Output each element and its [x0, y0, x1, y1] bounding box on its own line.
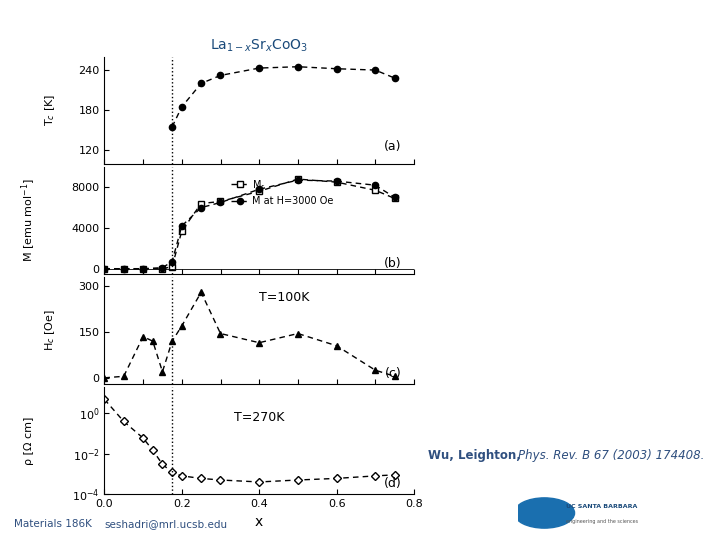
Line: M$_r$: M$_r$ [101, 176, 398, 272]
M at H=3000 Oe [371, 182, 379, 188]
M$_r$ [168, 264, 176, 270]
M at H=3000 Oe [158, 265, 167, 271]
M at H=3000 Oe [168, 258, 176, 265]
Text: H$_c$ [Oe]: H$_c$ [Oe] [43, 309, 58, 352]
M$_r$ [177, 228, 186, 234]
Text: (c): (c) [385, 367, 402, 380]
M$_r$ [216, 198, 225, 205]
X-axis label: x: x [255, 515, 264, 529]
M$_r$ [158, 266, 167, 272]
M at H=3000 Oe [139, 266, 148, 272]
Text: (d): (d) [384, 477, 402, 490]
M$_r$ [100, 266, 109, 272]
M at H=3000 Oe [216, 199, 225, 206]
Text: Class 03. Percolation ?: Class 03. Percolation ? [7, 10, 219, 28]
Text: seshadri@mrl.ucsb.edu: seshadri@mrl.ucsb.edu [104, 519, 228, 529]
M$_r$ [139, 266, 148, 272]
Circle shape [514, 498, 575, 528]
M at H=3000 Oe [332, 178, 341, 184]
Text: T$_c$ [K]: T$_c$ [K] [43, 94, 58, 126]
Text: Materials 186K: Materials 186K [14, 519, 92, 529]
M$_r$ [390, 195, 399, 201]
Text: La$_{1-x}$Sr$_x$CoO$_3$: La$_{1-x}$Sr$_x$CoO$_3$ [210, 38, 308, 54]
M$_r$ [371, 187, 379, 193]
M$_r$ [197, 200, 205, 207]
Text: engineering and the sciences: engineering and the sciences [566, 519, 638, 524]
Legend: M$_r$, M at H=3000 Oe: M$_r$, M at H=3000 Oe [227, 174, 338, 210]
M$_r$ [294, 176, 302, 183]
M at H=3000 Oe [197, 204, 205, 211]
Line: M at H=3000 Oe: M at H=3000 Oe [102, 177, 397, 272]
Text: T=270K: T=270K [235, 411, 285, 424]
M at H=3000 Oe [177, 222, 186, 229]
M$_r$ [120, 266, 128, 272]
Text: UC SANTA BARBARA: UC SANTA BARBARA [566, 504, 637, 509]
Text: (b): (b) [384, 256, 402, 269]
Text: ρ [Ω cm]: ρ [Ω cm] [24, 416, 34, 465]
M at H=3000 Oe [294, 177, 302, 184]
M at H=3000 Oe [100, 266, 109, 272]
M at H=3000 Oe [120, 266, 128, 272]
M at H=3000 Oe [255, 186, 264, 192]
Text: Phys. Rev. B 67 (2003) 174408.: Phys. Rev. B 67 (2003) 174408. [518, 449, 705, 462]
Text: Wu, Leighton,: Wu, Leighton, [428, 449, 521, 462]
Text: (a): (a) [384, 140, 402, 153]
M$_r$ [332, 179, 341, 185]
Text: M [emu mol$^{-1}$]: M [emu mol$^{-1}$] [19, 178, 38, 262]
Text: T=100K: T=100K [259, 291, 310, 303]
M$_r$ [255, 188, 264, 194]
M at H=3000 Oe [390, 194, 399, 201]
